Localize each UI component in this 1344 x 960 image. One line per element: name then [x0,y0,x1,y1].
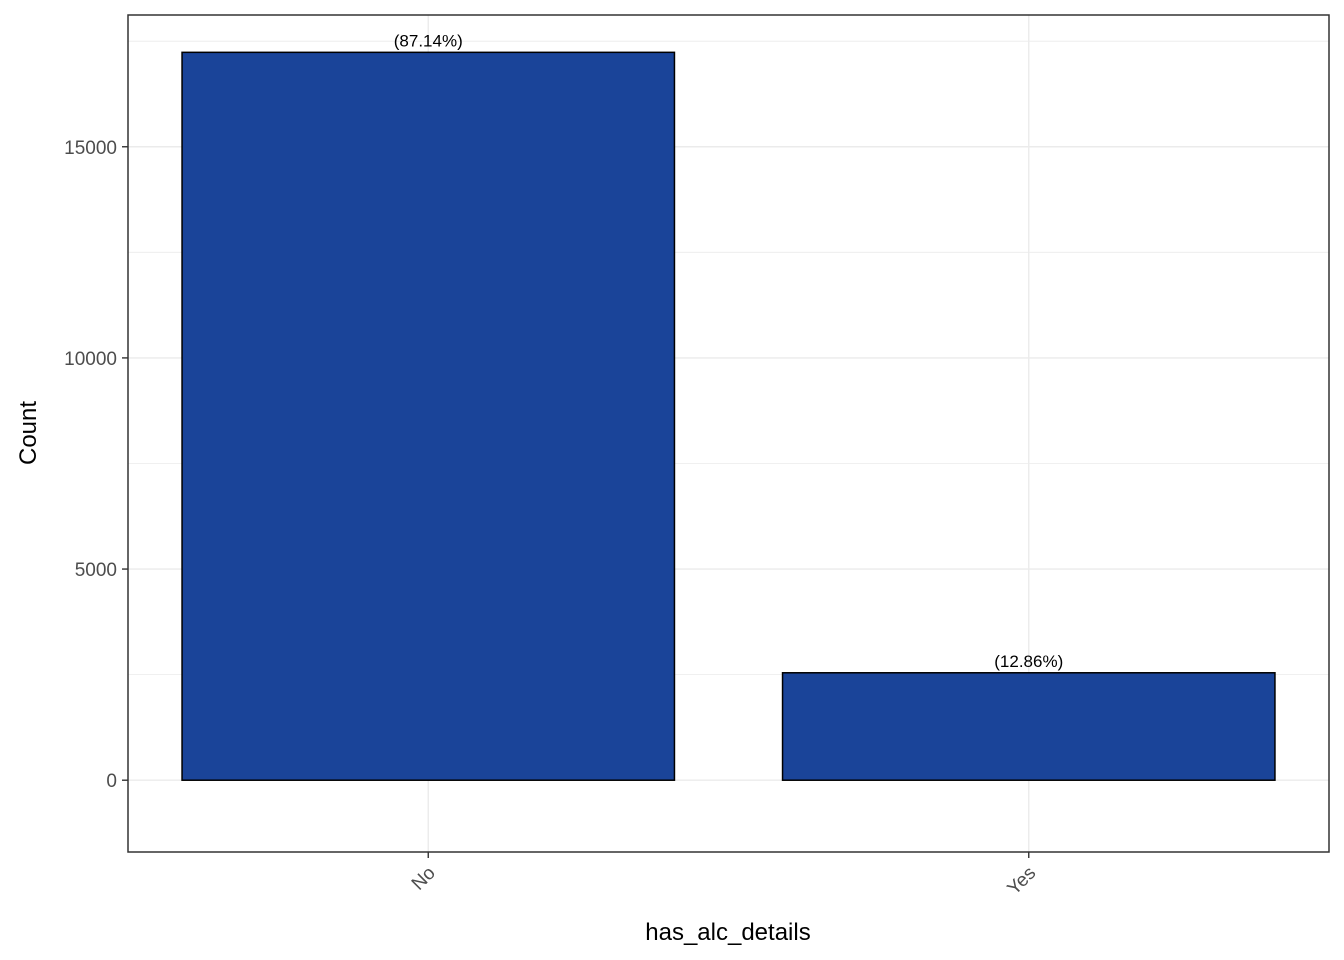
y-tick-label: 10000 [64,349,117,370]
bar-yes [781,672,1276,781]
data-label-no: (87.14%) [394,31,463,50]
y-tick-label: 15000 [64,138,117,159]
bar-no [181,51,676,781]
bars [181,51,1276,781]
x-tick-label: No [408,863,440,895]
panel-border [127,14,1330,853]
x-axis-title: has_alc_details [645,919,810,946]
x-tick-label: Yes [1004,863,1041,900]
data-labels: (87.14%) (12.86%) [394,31,1063,670]
y-tick-label: 0 [106,771,117,792]
y-tick-label: 5000 [75,560,117,581]
data-label-yes: (12.86%) [994,652,1063,671]
axes: 0 5000 10000 15000 No Yes [64,138,1040,900]
y-axis-title: Count [15,401,42,465]
